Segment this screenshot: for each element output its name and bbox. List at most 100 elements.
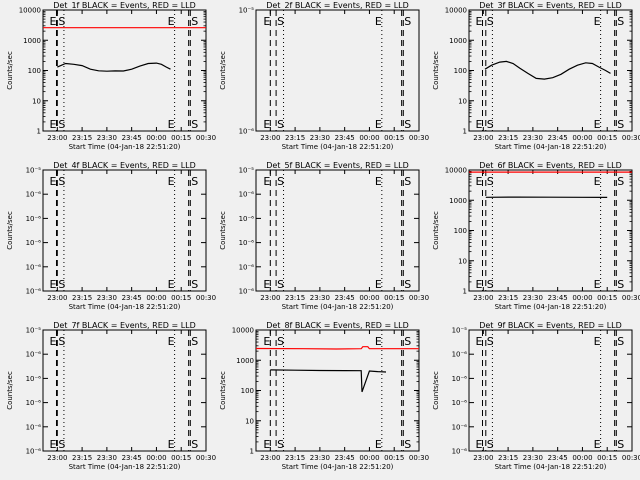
- x-tick-label: 00:15: [597, 454, 617, 462]
- marker-label-bottom: S: [191, 118, 198, 131]
- x-axis-label: Start Time (04-Jan-18 22:51:20): [282, 143, 394, 151]
- marker-label-bottom: E: [263, 278, 270, 291]
- marker-label-bottom: S: [277, 438, 284, 451]
- y-tick-label: 10⁻⁶: [452, 351, 468, 359]
- y-tick-label: 10⁻⁶: [26, 191, 42, 199]
- x-tick-label: 00:30: [196, 294, 216, 302]
- x-axis-label: Start Time (04-Jan-18 22:51:20): [282, 303, 394, 311]
- x-tick-label: 23:15: [498, 294, 518, 302]
- marker-label-top: S: [58, 15, 65, 28]
- x-axis-label: Start Time (04-Jan-18 22:51:20): [495, 143, 607, 151]
- y-tick-label: 10⁻⁶: [452, 448, 468, 456]
- y-tick-label: 1: [37, 128, 41, 136]
- marker-label-top: E: [49, 175, 56, 188]
- marker-label-bottom: S: [191, 278, 198, 291]
- marker-label-top: E: [475, 335, 482, 348]
- marker-label-top: S: [487, 175, 494, 188]
- marker-label-bottom: E: [375, 278, 382, 291]
- x-tick-label: 00:15: [171, 454, 191, 462]
- x-tick-label: 00:00: [146, 454, 166, 462]
- y-tick-label: 1000: [449, 37, 467, 45]
- y-tick-label: 1: [463, 288, 467, 296]
- y-tick-label: 10⁻⁵: [239, 167, 255, 175]
- x-tick-label: 23:30: [310, 294, 330, 302]
- x-tick-label: 00:15: [384, 294, 404, 302]
- y-tick-label: 100: [454, 227, 467, 235]
- y-tick-label: 100: [454, 67, 467, 75]
- marker-label-top: E: [263, 175, 270, 188]
- x-tick-label: 23:45: [335, 294, 355, 302]
- x-tick-label: 23:45: [548, 294, 568, 302]
- marker-label-bottom: S: [487, 118, 494, 131]
- x-tick-label: 00:30: [622, 134, 640, 142]
- y-tick-label: 10⁻⁶: [26, 239, 42, 247]
- y-tick-label: 1: [250, 448, 254, 456]
- marker-label-bottom: S: [404, 118, 411, 131]
- marker-label-top: S: [487, 15, 494, 28]
- y-tick-label: 10⁻⁶: [26, 448, 42, 456]
- x-tick-label: 00:15: [597, 134, 617, 142]
- y-tick-label: 10⁻⁵: [26, 327, 42, 335]
- marker-label-bottom: E: [49, 438, 56, 451]
- marker-label-bottom: S: [617, 278, 624, 291]
- x-tick-label: 00:00: [146, 134, 166, 142]
- plot-frame: [255, 9, 420, 132]
- marker-label-bottom: E: [594, 118, 601, 131]
- x-axis-label: Start Time (04-Jan-18 22:51:20): [69, 463, 181, 471]
- y-tick-label: 10⁻⁵: [26, 167, 42, 175]
- x-tick-label: 23:15: [498, 454, 518, 462]
- marker-label-bottom: E: [263, 118, 270, 131]
- x-tick-label: 23:00: [47, 294, 67, 302]
- chart-panel: Det_8f BLACK = Events, RED = LLD Counts/s…: [219, 321, 429, 471]
- y-tick-label: 1000: [23, 37, 41, 45]
- chart-title: Det_4f BLACK = Events, RED = LLD: [53, 161, 196, 170]
- x-tick-label: 23:15: [72, 454, 92, 462]
- x-tick-label: 23:00: [473, 454, 493, 462]
- plot-frame: [42, 169, 207, 292]
- y-tick-label: 10⁻⁶: [239, 215, 255, 223]
- chart-panel: Det_7f BLACK = Events, RED = LLD Counts/s…: [6, 321, 216, 471]
- marker-label-top: S: [617, 15, 624, 28]
- y-tick-label: 1: [463, 128, 467, 136]
- marker-label-bottom: S: [487, 438, 494, 451]
- marker-label-top: S: [617, 175, 624, 188]
- x-tick-label: 23:45: [122, 454, 142, 462]
- marker-label-top: S: [58, 335, 65, 348]
- marker-label-bottom: S: [404, 278, 411, 291]
- chart-panel: Det_6f BLACK = Events, RED = LLD Counts/s…: [432, 161, 640, 311]
- marker-label-bottom: E: [263, 438, 270, 451]
- marker-label-top: E: [263, 335, 270, 348]
- marker-label-top: S: [404, 175, 411, 188]
- y-axis-label: Counts/sec: [432, 371, 440, 410]
- marker-label-bottom: E: [475, 438, 482, 451]
- x-axis-label: Start Time (04-Jan-18 22:51:20): [282, 463, 394, 471]
- chart-panel: Det_5f BLACK = Events, RED = LLD Counts/s…: [219, 161, 429, 311]
- x-tick-label: 23:15: [285, 134, 305, 142]
- x-axis-label: Start Time (04-Jan-18 22:51:20): [69, 303, 181, 311]
- x-tick-label: 23:15: [72, 134, 92, 142]
- marker-label-bottom: S: [404, 438, 411, 451]
- y-tick-label: 10: [245, 417, 254, 425]
- x-tick-label: 23:30: [97, 294, 117, 302]
- y-axis-label: Counts/sec: [432, 211, 440, 250]
- y-tick-label: 10⁻⁶: [452, 423, 468, 431]
- x-tick-label: 00:30: [196, 454, 216, 462]
- chart-panel: Det_2f BLACK = Events, RED = LLD Counts/s…: [219, 1, 429, 151]
- y-tick-label: 10⁻⁶: [26, 263, 42, 271]
- plot-frame: [42, 329, 207, 452]
- marker-label-top: E: [475, 15, 482, 28]
- marker-label-bottom: E: [475, 118, 482, 131]
- chart-title: Det_7f BLACK = Events, RED = LLD: [53, 321, 196, 330]
- y-axis-label: Counts/sec: [6, 211, 14, 250]
- x-tick-label: 23:15: [72, 294, 92, 302]
- plot-frame: [468, 169, 633, 292]
- y-tick-label: 10⁻⁵: [239, 7, 255, 15]
- marker-label-bottom: S: [58, 438, 65, 451]
- x-tick-label: 00:00: [359, 294, 379, 302]
- x-tick-label: 00:30: [409, 134, 429, 142]
- y-axis-label: Counts/sec: [219, 211, 227, 250]
- x-tick-label: 00:15: [384, 454, 404, 462]
- x-tick-label: 23:00: [473, 294, 493, 302]
- marker-label-bottom: S: [277, 118, 284, 131]
- y-tick-label: 10000: [445, 7, 467, 15]
